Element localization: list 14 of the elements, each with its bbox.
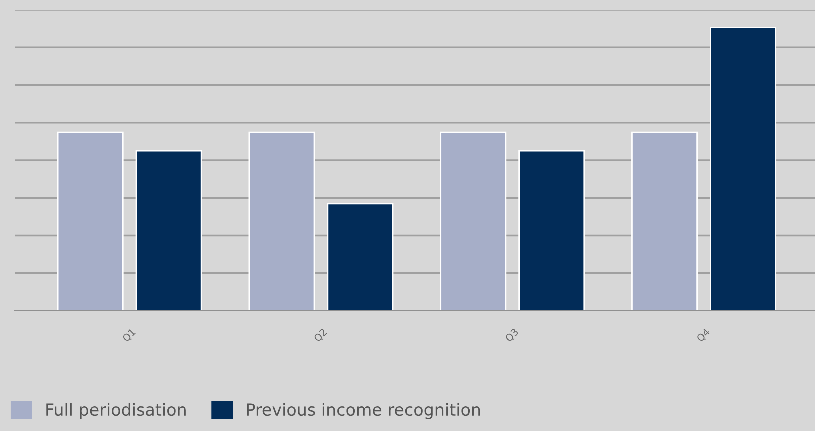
bar — [440, 132, 507, 311]
bar — [518, 150, 586, 311]
x-tick-label: Q4 — [696, 328, 712, 344]
x-tick-label: Q2 — [314, 328, 328, 344]
bar — [327, 203, 394, 311]
legend-label: Full periodisation — [46, 403, 186, 420]
bar — [248, 132, 316, 311]
bar — [136, 150, 202, 311]
legend-label: Previous income recognition — [247, 403, 480, 420]
bar — [57, 132, 124, 311]
bar — [710, 27, 776, 311]
x-tick-label: Q1 — [122, 328, 137, 344]
x-tick-label: Q3 — [504, 328, 520, 344]
bar — [632, 132, 698, 311]
